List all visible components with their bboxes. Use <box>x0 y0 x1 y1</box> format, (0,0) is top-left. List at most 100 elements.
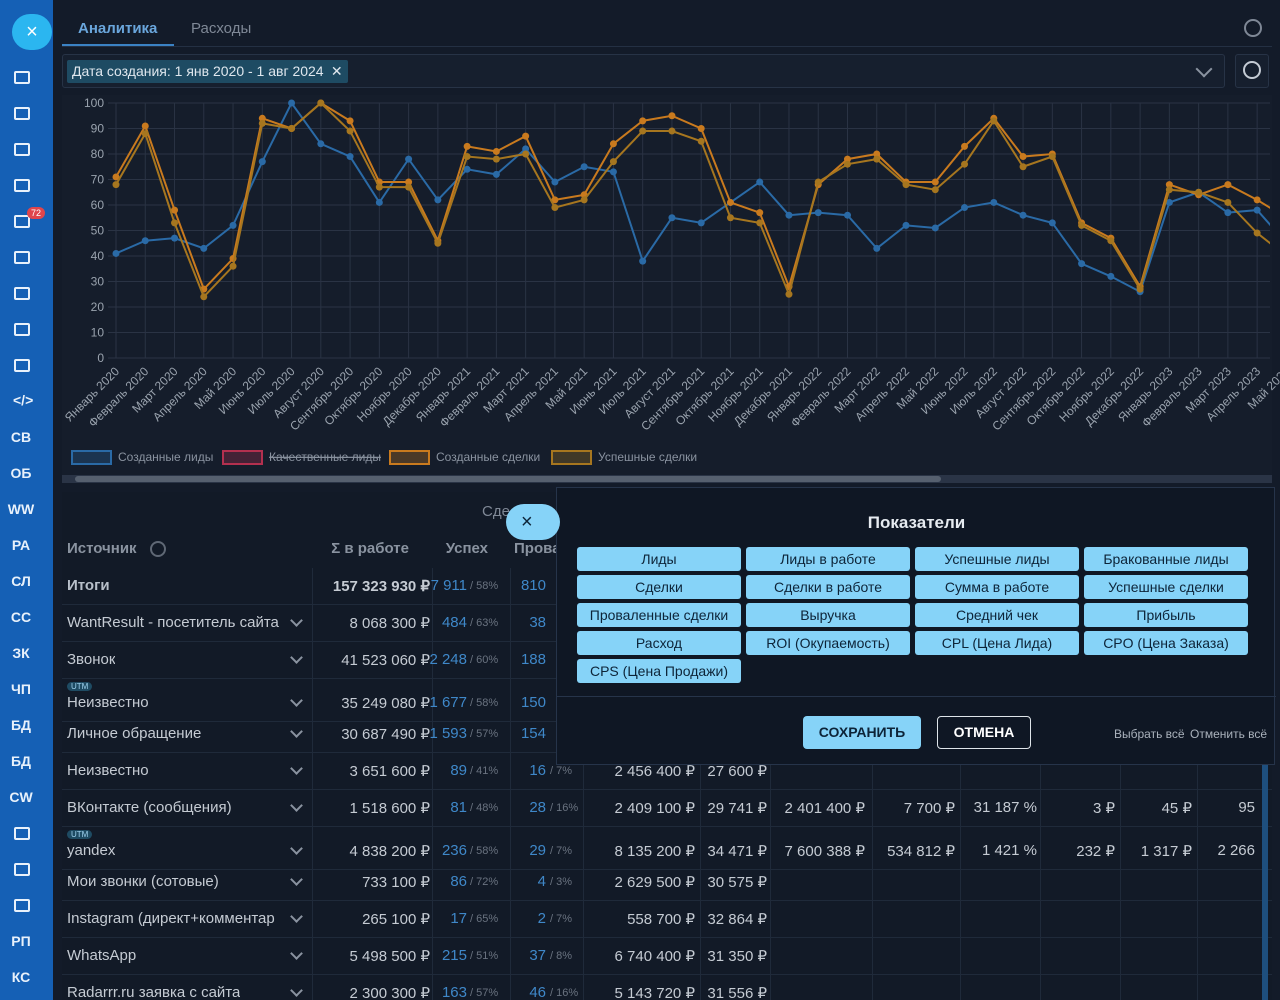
data-point <box>493 171 500 178</box>
source-name[interactable]: Итоги <box>67 577 110 594</box>
column-header: Прова <box>514 540 560 557</box>
source-name[interactable]: WhatsApp <box>67 947 136 964</box>
sidebar-item[interactable]: КС <box>0 969 42 985</box>
table-cell: 95 <box>1238 799 1255 816</box>
sidebar-item[interactable]: БД <box>0 717 42 733</box>
column-settings-icon[interactable] <box>150 541 166 557</box>
sidebar-icon[interactable] <box>14 899 30 912</box>
metric-option[interactable]: CPO (Цена Заказа) <box>1084 631 1248 655</box>
deselect-all-link[interactable]: Отменить всё <box>1190 727 1267 741</box>
table-cell: / 65% <box>470 913 498 925</box>
table-cell: 7 700 ₽ <box>904 799 955 817</box>
data-point <box>844 161 851 168</box>
table-cell: 86 <box>450 873 467 890</box>
data-point <box>1224 181 1231 188</box>
metric-option[interactable]: Бракованные лиды <box>1084 547 1248 571</box>
data-point <box>639 128 646 135</box>
cancel-button[interactable]: ОТМЕНА <box>937 716 1031 749</box>
expand-chevron[interactable] <box>290 651 303 664</box>
metric-option[interactable]: ROI (Окупаемость) <box>746 631 910 655</box>
metric-option[interactable]: Успешные лиды <box>915 547 1079 571</box>
data-point <box>873 156 880 163</box>
data-point <box>1166 186 1173 193</box>
expand-chevron[interactable] <box>290 984 303 997</box>
data-point <box>1254 230 1261 237</box>
data-point <box>376 184 383 191</box>
modal-title: Показатели <box>557 513 1276 533</box>
source-name[interactable]: Radarrr.ru заявка с сайта <box>67 984 240 1000</box>
metric-option[interactable]: Сделки в работе <box>746 575 910 599</box>
table-cell: 31 556 ₽ <box>707 984 767 1000</box>
data-point <box>405 184 412 191</box>
row-divider <box>62 789 1272 790</box>
source-name[interactable]: Личное обращение <box>67 725 201 742</box>
metric-option[interactable]: Расход <box>577 631 741 655</box>
save-button[interactable]: СОХРАНИТЬ <box>803 716 921 749</box>
metric-option[interactable]: Лиды в работе <box>746 547 910 571</box>
expand-chevron[interactable] <box>290 842 303 855</box>
sidebar-icon[interactable] <box>14 863 30 876</box>
metric-option[interactable]: Проваленные сделки <box>577 603 741 627</box>
expand-chevron[interactable] <box>290 725 303 738</box>
source-name[interactable]: Неизвестно <box>67 762 149 779</box>
sidebar-icon[interactable] <box>14 827 30 840</box>
source-name[interactable]: WantResult - посетитель сайта <box>67 614 279 631</box>
table-cell: 157 323 930 ₽ <box>333 577 430 595</box>
table-cell: 2 266 <box>1217 842 1255 859</box>
source-name[interactable]: Звонок <box>67 651 115 668</box>
sidebar-item[interactable]: СС <box>0 609 42 625</box>
expand-chevron[interactable] <box>290 873 303 886</box>
table-cell: / 60% <box>470 654 498 666</box>
expand-chevron[interactable] <box>290 762 303 775</box>
metric-option[interactable]: Средний чек <box>915 603 1079 627</box>
row-divider <box>62 869 1272 870</box>
column-header: Успех <box>446 540 488 557</box>
modal-close-button[interactable]: × <box>506 504 560 540</box>
sidebar-item[interactable]: WW <box>0 501 42 517</box>
data-point <box>1020 212 1027 219</box>
table-cell: 215 <box>442 947 467 964</box>
table-cell: 32 864 ₽ <box>707 910 767 928</box>
table-cell: 38 <box>529 614 546 631</box>
table-cell: / 51% <box>470 950 498 962</box>
source-name[interactable]: ВКонтакте (сообщения) <box>67 799 232 816</box>
select-all-link[interactable]: Выбрать всё <box>1114 727 1185 741</box>
metric-option[interactable]: CPL (Цена Лида) <box>915 631 1079 655</box>
expand-chevron[interactable] <box>290 947 303 960</box>
y-tick-label: 60 <box>91 198 105 212</box>
sidebar-item[interactable]: СЛ <box>0 573 42 589</box>
metric-option[interactable]: Успешные сделки <box>1084 575 1248 599</box>
expand-chevron[interactable] <box>290 694 303 707</box>
source-name[interactable]: Мои звонки (сотовые) <box>67 873 219 890</box>
scrollbar-thumb[interactable] <box>75 476 941 482</box>
metric-option[interactable]: Прибыль <box>1084 603 1248 627</box>
source-name[interactable]: Instagram (директ+комментар <box>67 910 275 927</box>
data-point <box>376 199 383 206</box>
table-cell: 2 300 300 ₽ <box>350 984 430 1000</box>
sidebar-item[interactable]: БД <box>0 753 42 769</box>
sidebar-item[interactable]: РП <box>0 933 42 949</box>
metric-option[interactable]: Сумма в работе <box>915 575 1079 599</box>
expand-chevron[interactable] <box>290 799 303 812</box>
metric-option[interactable]: Сделки <box>577 575 741 599</box>
data-point <box>230 263 237 270</box>
metric-option[interactable]: Лиды <box>577 547 741 571</box>
sidebar-item[interactable]: CW <box>0 789 42 805</box>
sidebar-item[interactable]: РА <box>0 537 42 553</box>
table-cell: 8 135 200 ₽ <box>615 842 695 860</box>
sidebar-item[interactable]: ЧП <box>0 681 42 697</box>
data-point <box>756 219 763 226</box>
data-point <box>581 163 588 170</box>
table-cell: / 7% <box>550 765 572 777</box>
sidebar-item[interactable]: ЗК <box>0 645 42 661</box>
row-divider <box>62 826 1272 827</box>
source-name[interactable]: yandex <box>67 842 115 859</box>
data-point <box>1078 260 1085 267</box>
source-name[interactable]: Неизвестно <box>67 694 149 711</box>
column-divider <box>510 568 511 1000</box>
expand-chevron[interactable] <box>290 910 303 923</box>
expand-chevron[interactable] <box>290 614 303 627</box>
metric-option[interactable]: Выручка <box>746 603 910 627</box>
metric-option[interactable]: CPS (Цена Продажи) <box>577 659 741 683</box>
